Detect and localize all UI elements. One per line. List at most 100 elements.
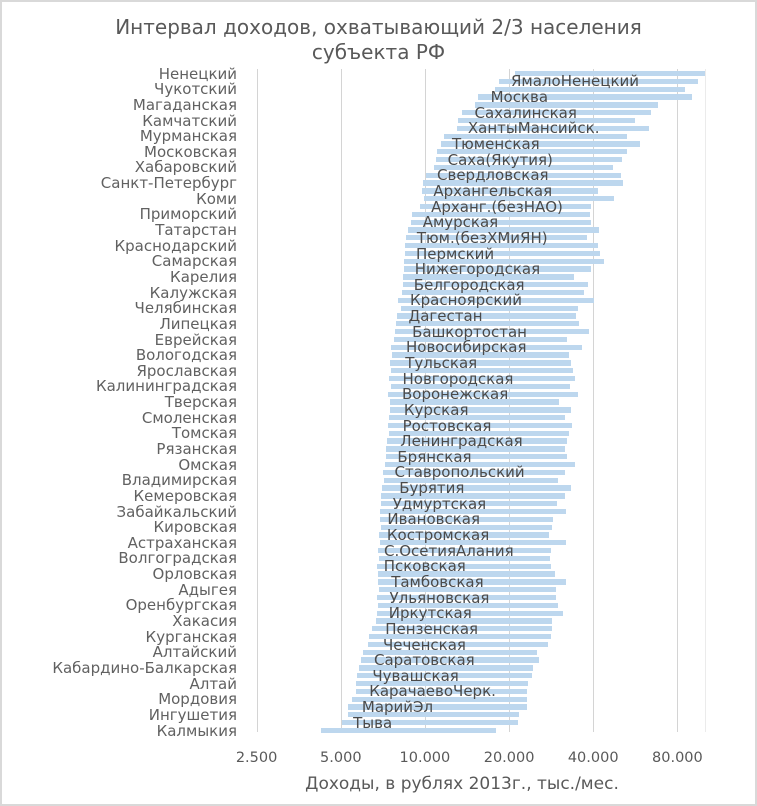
region-bar-label: Дагестан — [408, 307, 483, 325]
region-bar-label: Ставропольский — [394, 463, 525, 482]
range-bar — [421, 188, 599, 194]
range-bar — [386, 446, 566, 452]
region-axis-label: Оренбургская — [125, 596, 237, 615]
region-axis-label: Самарская — [151, 252, 237, 271]
range-bar — [405, 242, 598, 249]
range-bar — [494, 86, 685, 92]
range-bar — [426, 172, 622, 178]
region-axis-label: Магаданская — [132, 95, 237, 114]
region-axis-label: Кабардино-Балкарская — [52, 658, 237, 677]
gridline — [677, 69, 679, 732]
range-bar — [380, 501, 557, 507]
region-axis-label: Омская — [178, 455, 237, 474]
region-axis-label: Волгоградская — [118, 549, 237, 568]
region-axis-label: Татарстан — [155, 221, 237, 239]
range-bar — [410, 219, 592, 225]
range-bar — [420, 203, 591, 210]
region-axis-label: Тверская — [164, 393, 237, 411]
range-bar — [377, 563, 551, 569]
region-bar-label: Свердловская — [437, 166, 549, 185]
range-bar — [377, 571, 555, 577]
range-bar — [475, 102, 659, 108]
range-bar — [456, 125, 649, 131]
range-bar — [380, 508, 567, 515]
range-bar — [393, 336, 568, 343]
region-axis-label: Московская — [144, 142, 237, 161]
region-axis-label: Рязанская — [156, 440, 237, 458]
region-bar-label: Костромская — [386, 526, 490, 544]
region-bar-label: Ленинградская — [400, 432, 523, 451]
range-bar — [391, 368, 573, 374]
region-bar-label: МарийЭл — [361, 698, 434, 716]
range-bar — [388, 422, 572, 429]
region-bar-label: Саратовская — [374, 651, 475, 670]
region-bar-label: Пермский — [416, 244, 495, 263]
region-bar-label: Ростовская — [402, 416, 492, 435]
range-bar — [375, 618, 553, 624]
range-bar — [382, 485, 572, 491]
range-bar — [356, 680, 528, 687]
region-axis-label: Ненецкий — [158, 64, 237, 83]
region-bar-label: Тыва — [353, 713, 393, 732]
range-bar — [342, 720, 518, 726]
region-axis-label: Липецкая — [159, 314, 237, 333]
range-bar — [379, 532, 549, 538]
range-bar — [388, 415, 565, 421]
range-bar — [352, 696, 527, 702]
range-bar — [458, 117, 635, 124]
range-bar — [378, 587, 557, 593]
range-bar — [444, 133, 627, 139]
range-bar — [348, 704, 527, 710]
region-axis-label: Орловская — [152, 565, 237, 584]
region-bar-label: Тамбовская — [391, 572, 484, 591]
range-bar — [390, 407, 572, 413]
range-bar — [412, 211, 590, 218]
region-axis-label: Ярославская — [136, 361, 237, 380]
region-axis-label: Еврейская — [154, 330, 237, 349]
range-bar — [360, 657, 539, 663]
region-bar-label: ЯмалоНенецкий — [511, 72, 640, 91]
range-bar — [384, 461, 575, 468]
range-bar — [390, 399, 560, 405]
region-axis-label: Коми — [196, 189, 237, 208]
region-bar-label: Брянская — [397, 447, 472, 466]
range-bar — [388, 375, 575, 382]
region-bar-label: Тюменская — [452, 135, 540, 153]
range-bar — [356, 673, 533, 679]
range-bar — [403, 274, 574, 280]
range-bar — [424, 196, 614, 202]
range-bar — [372, 626, 552, 632]
range-bar — [383, 469, 566, 476]
region-axis-label: Ингушетия — [148, 705, 237, 724]
region-bar-label: Чувашская — [372, 666, 459, 685]
range-bar — [379, 540, 567, 546]
range-bar — [423, 180, 623, 186]
range-bar — [402, 282, 589, 288]
region-bar-label: Арханг.(безНАО) — [431, 197, 563, 216]
region-bar-label: Тюм.(безХМиЯН) — [416, 228, 548, 247]
region-bar-label: Ивановская — [387, 510, 480, 529]
range-bar — [378, 555, 550, 562]
range-bar — [385, 454, 567, 460]
region-axis-label: Хакасия — [172, 612, 237, 630]
chart-title: Интервал доходов, охватывающий 2/3 насел… — [0, 15, 757, 65]
range-bar — [379, 516, 553, 522]
range-bar — [378, 547, 551, 554]
range-bar — [390, 344, 583, 350]
region-axis-label: Астраханская — [127, 533, 237, 552]
range-bar — [392, 352, 570, 358]
region-axis-label: Санкт-Петербург — [100, 174, 237, 193]
region-bar-label: Удмуртская — [392, 494, 487, 513]
range-bar — [369, 633, 551, 640]
chart-title-line1: Интервал доходов, охватывающий 2/3 насел… — [115, 15, 642, 39]
region-axis-label: Кемеровская — [133, 486, 237, 505]
region-bar-label: С.ОсетияАлания — [384, 541, 514, 560]
region-bar-label: Сахалинская — [474, 103, 577, 122]
region-axis-label: Кировская — [153, 518, 237, 537]
region-axis-label: Камчатский — [142, 111, 237, 130]
region-bar-label: Ульяновская — [389, 588, 490, 607]
range-bar — [347, 712, 519, 718]
region-bar-label: Белгородская — [413, 275, 525, 294]
x-tick-label: 5.000 — [320, 750, 362, 766]
